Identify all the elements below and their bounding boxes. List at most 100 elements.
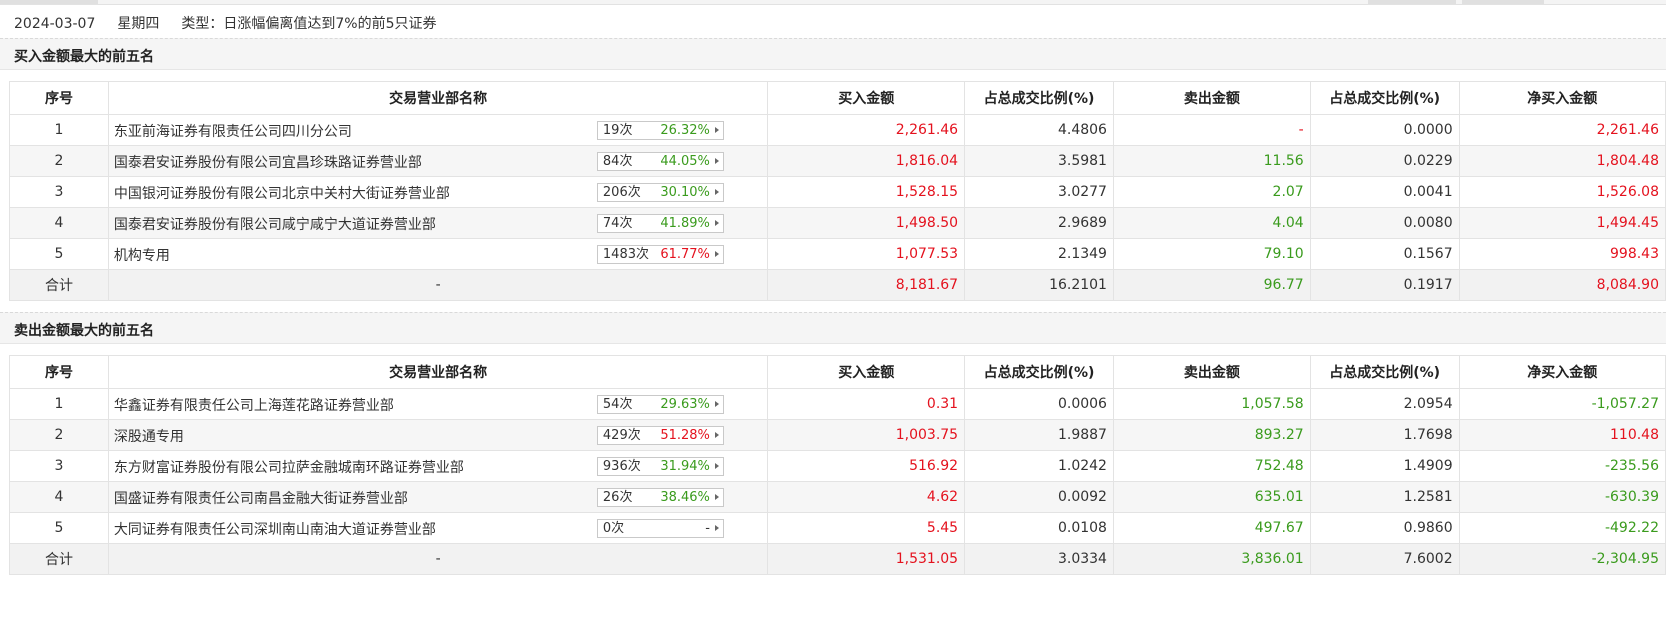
win-rate: 30.10% bbox=[660, 185, 710, 200]
broker-name-link[interactable]: 深股通专用 bbox=[113, 429, 184, 445]
broker-stats-button[interactable]: 0次 - bbox=[596, 519, 724, 538]
buy-ratio: 0.0092 bbox=[964, 481, 1114, 513]
net-buy-amount: 110.48 bbox=[1458, 419, 1666, 451]
caret-right-icon bbox=[714, 251, 719, 257]
caret-right-icon bbox=[714, 189, 719, 195]
row-index: 5 bbox=[9, 512, 109, 544]
total-net-buy: -2,304.95 bbox=[1458, 543, 1666, 575]
broker-name-link[interactable]: 中国银河证券股份有限公司北京中关村大街证券营业部 bbox=[113, 186, 450, 202]
win-rate: 61.77% bbox=[660, 247, 710, 262]
buy-ratio: 1.9887 bbox=[964, 419, 1114, 451]
row-index: 1 bbox=[9, 388, 109, 420]
total-row: 合计 -1,531.05 3.0334 3,836.01 7.6002 -2,304.95 bbox=[9, 543, 1666, 575]
row-index: 1 bbox=[9, 114, 109, 146]
appearance-count: 74次 bbox=[602, 216, 633, 231]
row-index: 4 bbox=[9, 481, 109, 513]
column-header: 占总成交比例(%) bbox=[964, 355, 1114, 389]
buy-amount: 1,003.75 bbox=[767, 419, 966, 451]
info-line: 2024-03-07 星期四 类型：日涨幅偏离值达到7%的前5只证券 bbox=[14, 13, 459, 32]
appearance-count: 206次 bbox=[602, 185, 641, 200]
sell-amount: 11.56 bbox=[1112, 145, 1311, 177]
broker-stats-button[interactable]: 74次 41.89% bbox=[596, 214, 724, 233]
column-header: 卖出金额 bbox=[1112, 355, 1311, 389]
table-row: 3 中国银河证券股份有限公司北京中关村大街证券营业部 206次 30.10% 1,528… bbox=[9, 176, 1666, 208]
weekday: 星期四 bbox=[117, 16, 160, 32]
broker-stats-button[interactable]: 84次 44.05% bbox=[596, 152, 724, 171]
broker-stats-button[interactable]: 936次 31.94% bbox=[596, 457, 724, 476]
buy-ratio: 0.0108 bbox=[964, 512, 1114, 544]
buy-top5-table: 序号 交易营业部名称 买入金额 占总成交比例(%) 卖出金额 占总成交比例(%) 净买入金额… bbox=[9, 81, 1666, 301]
total-buy-amount: 8,181.67 bbox=[767, 269, 966, 301]
net-buy-amount: -235.56 bbox=[1458, 450, 1666, 482]
win-rate: 31.94% bbox=[660, 459, 710, 474]
win-rate: 26.32% bbox=[660, 123, 710, 138]
broker-name-link[interactable]: 东方财富证券股份有限公司拉萨金融城南环路证券营业部 bbox=[113, 460, 464, 476]
win-rate: 41.89% bbox=[660, 216, 710, 231]
column-header: 占总成交比例(%) bbox=[964, 81, 1114, 115]
table-row: 3 东方财富证券股份有限公司拉萨金融城南环路证券营业部 936次 31.94% 516.… bbox=[9, 450, 1666, 482]
broker-name-link[interactable]: 国泰君安证券股份有限公司宜昌珍珠路证券营业部 bbox=[113, 155, 422, 171]
sell-ratio: 0.9860 bbox=[1309, 512, 1460, 544]
win-rate: 44.05% bbox=[660, 154, 710, 169]
net-buy-amount: 1,526.08 bbox=[1458, 176, 1666, 208]
total-net-buy: 8,084.90 bbox=[1458, 269, 1666, 301]
broker-stats-button[interactable]: 429次 51.28% bbox=[596, 426, 724, 445]
broker-stats-button[interactable]: 1483次 61.77% bbox=[596, 245, 724, 264]
sell-section-title: 卖出金额最大的前五名 bbox=[14, 323, 154, 339]
net-buy-amount: 998.43 bbox=[1458, 238, 1666, 270]
net-buy-amount: 2,261.46 bbox=[1458, 114, 1666, 146]
broker-name-link[interactable]: 大同证券有限责任公司深圳南山南油大道证券营业部 bbox=[113, 522, 436, 538]
sell-section-header: 卖出金额最大的前五名 bbox=[0, 312, 1666, 344]
broker-name-link[interactable]: 华鑫证券有限责任公司上海莲花路证券营业部 bbox=[113, 398, 394, 414]
appearance-count: 0次 bbox=[602, 521, 625, 536]
appearance-count: 19次 bbox=[602, 123, 633, 138]
buy-section-title: 买入金额最大的前五名 bbox=[14, 49, 154, 65]
caret-right-icon bbox=[714, 432, 719, 438]
column-header: 净买入金额 bbox=[1458, 81, 1666, 115]
sell-ratio: 0.0041 bbox=[1309, 176, 1460, 208]
column-header: 买入金额 bbox=[767, 355, 966, 389]
row-index: 2 bbox=[9, 419, 109, 451]
row-index: 3 bbox=[9, 176, 109, 208]
row-index: 5 bbox=[9, 238, 109, 270]
broker-cell: 东方财富证券股份有限公司拉萨金融城南环路证券营业部 936次 31.94% bbox=[107, 450, 769, 482]
column-header: 占总成交比例(%) bbox=[1309, 355, 1460, 389]
sell-top5-table: 序号 交易营业部名称 买入金额 占总成交比例(%) 卖出金额 占总成交比例(%) 净买入金额… bbox=[9, 355, 1666, 575]
table-header-row: 序号 交易营业部名称 买入金额 占总成交比例(%) 卖出金额 占总成交比例(%) 净买入金额 bbox=[9, 81, 1666, 115]
broker-stats-button[interactable]: 26次 38.46% bbox=[596, 488, 724, 507]
buy-ratio: 4.4806 bbox=[964, 114, 1114, 146]
column-header: 交易营业部名称 bbox=[107, 355, 769, 389]
column-header: 序号 bbox=[9, 81, 109, 115]
net-buy-amount: -492.22 bbox=[1458, 512, 1666, 544]
buy-ratio: 3.0277 bbox=[964, 176, 1114, 208]
sell-ratio: 1.4909 bbox=[1309, 450, 1460, 482]
table-row: 4 国盛证券有限责任公司南昌金融大街证券营业部 26次 38.46% 4.62 0.009… bbox=[9, 481, 1666, 513]
buy-amount: 2,261.46 bbox=[767, 114, 966, 146]
total-sell-ratio: 0.1917 bbox=[1309, 269, 1460, 301]
caret-right-icon bbox=[714, 494, 719, 500]
broker-cell: 东亚前海证券有限责任公司四川分公司 19次 26.32% bbox=[107, 114, 769, 146]
broker-name-link[interactable]: 机构专用 bbox=[113, 248, 170, 264]
sell-amount: 1,057.58 bbox=[1112, 388, 1311, 420]
trade-date: 2024-03-07 bbox=[14, 16, 96, 32]
sell-ratio: 0.0080 bbox=[1309, 207, 1460, 239]
buy-ratio: 2.9689 bbox=[964, 207, 1114, 239]
buy-amount: 5.45 bbox=[767, 512, 966, 544]
broker-stats-button[interactable]: 54次 29.63% bbox=[596, 395, 724, 414]
broker-cell: 国泰君安证券股份有限公司宜昌珍珠路证券营业部 84次 44.05% bbox=[107, 145, 769, 177]
broker-name-link[interactable]: 国盛证券有限责任公司南昌金融大街证券营业部 bbox=[113, 491, 408, 507]
broker-name-link[interactable]: 国泰君安证券股份有限公司咸宁咸宁大道证券营业部 bbox=[113, 217, 436, 233]
column-header: 卖出金额 bbox=[1112, 81, 1311, 115]
table-row: 5 机构专用 1483次 61.77% 1,077.53 2.1349 79.10 0.156… bbox=[9, 238, 1666, 270]
win-rate: 51.28% bbox=[660, 428, 710, 443]
broker-stats-button[interactable]: 19次 26.32% bbox=[596, 121, 724, 140]
total-sell-ratio: 7.6002 bbox=[1309, 543, 1460, 575]
table-row: 1 华鑫证券有限责任公司上海莲花路证券营业部 54次 29.63% 0.31 0.0006… bbox=[9, 388, 1666, 420]
broker-name-link[interactable]: 东亚前海证券有限责任公司四川分公司 bbox=[113, 124, 352, 140]
buy-ratio: 1.0242 bbox=[964, 450, 1114, 482]
tab-stub bbox=[0, 0, 98, 4]
caret-right-icon bbox=[714, 463, 719, 469]
broker-cell: 深股通专用 429次 51.28% bbox=[107, 419, 769, 451]
row-index: 4 bbox=[9, 207, 109, 239]
broker-stats-button[interactable]: 206次 30.10% bbox=[596, 183, 724, 202]
